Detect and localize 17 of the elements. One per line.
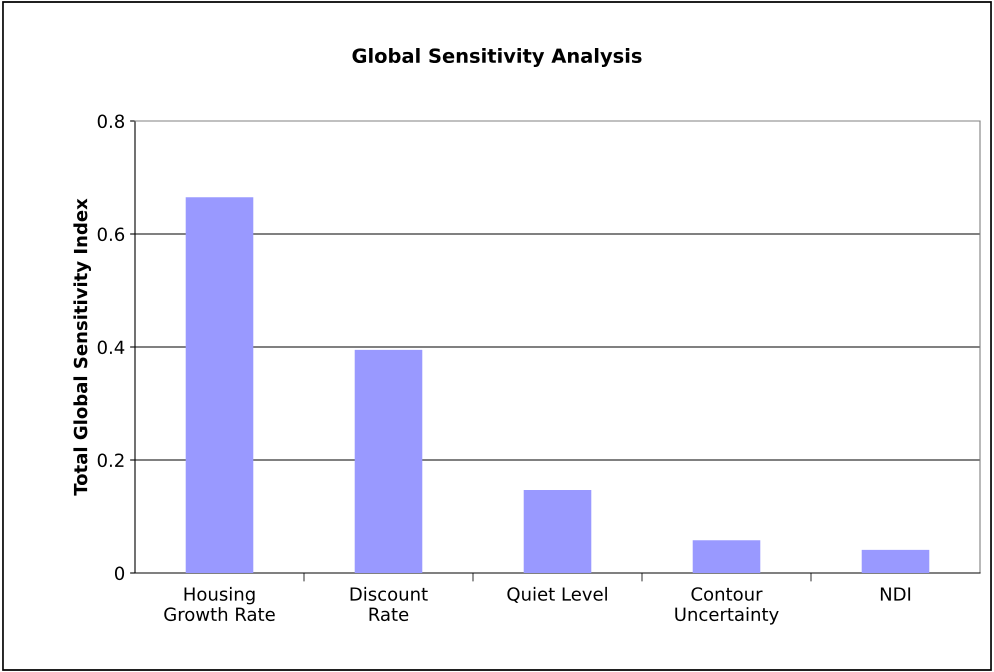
- bar: [186, 197, 254, 573]
- x-tick-label: Contour Uncertainty: [675, 587, 779, 625]
- bar: [692, 540, 760, 573]
- y-tick-label: 0.6: [98, 227, 124, 242]
- bar: [524, 490, 592, 573]
- bar: [862, 550, 930, 573]
- x-tick-label: Housing Growth Rate: [164, 586, 275, 622]
- y-tick-label: 0.4: [98, 340, 124, 354]
- x-tick-label: Discount Rate: [350, 586, 428, 622]
- chart-title: Global Sensitivity Analysis: [352, 48, 642, 67]
- x-tick-label: Quiet Level: [507, 586, 607, 603]
- bar: [354, 350, 422, 573]
- x-tick-label: NDI: [880, 587, 910, 601]
- y-tick-label: 0: [114, 566, 124, 580]
- y-tick-label: 0.2: [98, 453, 124, 468]
- y-tick-label: 0.8: [98, 114, 124, 128]
- y-axis-title: Total Global Sensitivity Index: [73, 198, 92, 496]
